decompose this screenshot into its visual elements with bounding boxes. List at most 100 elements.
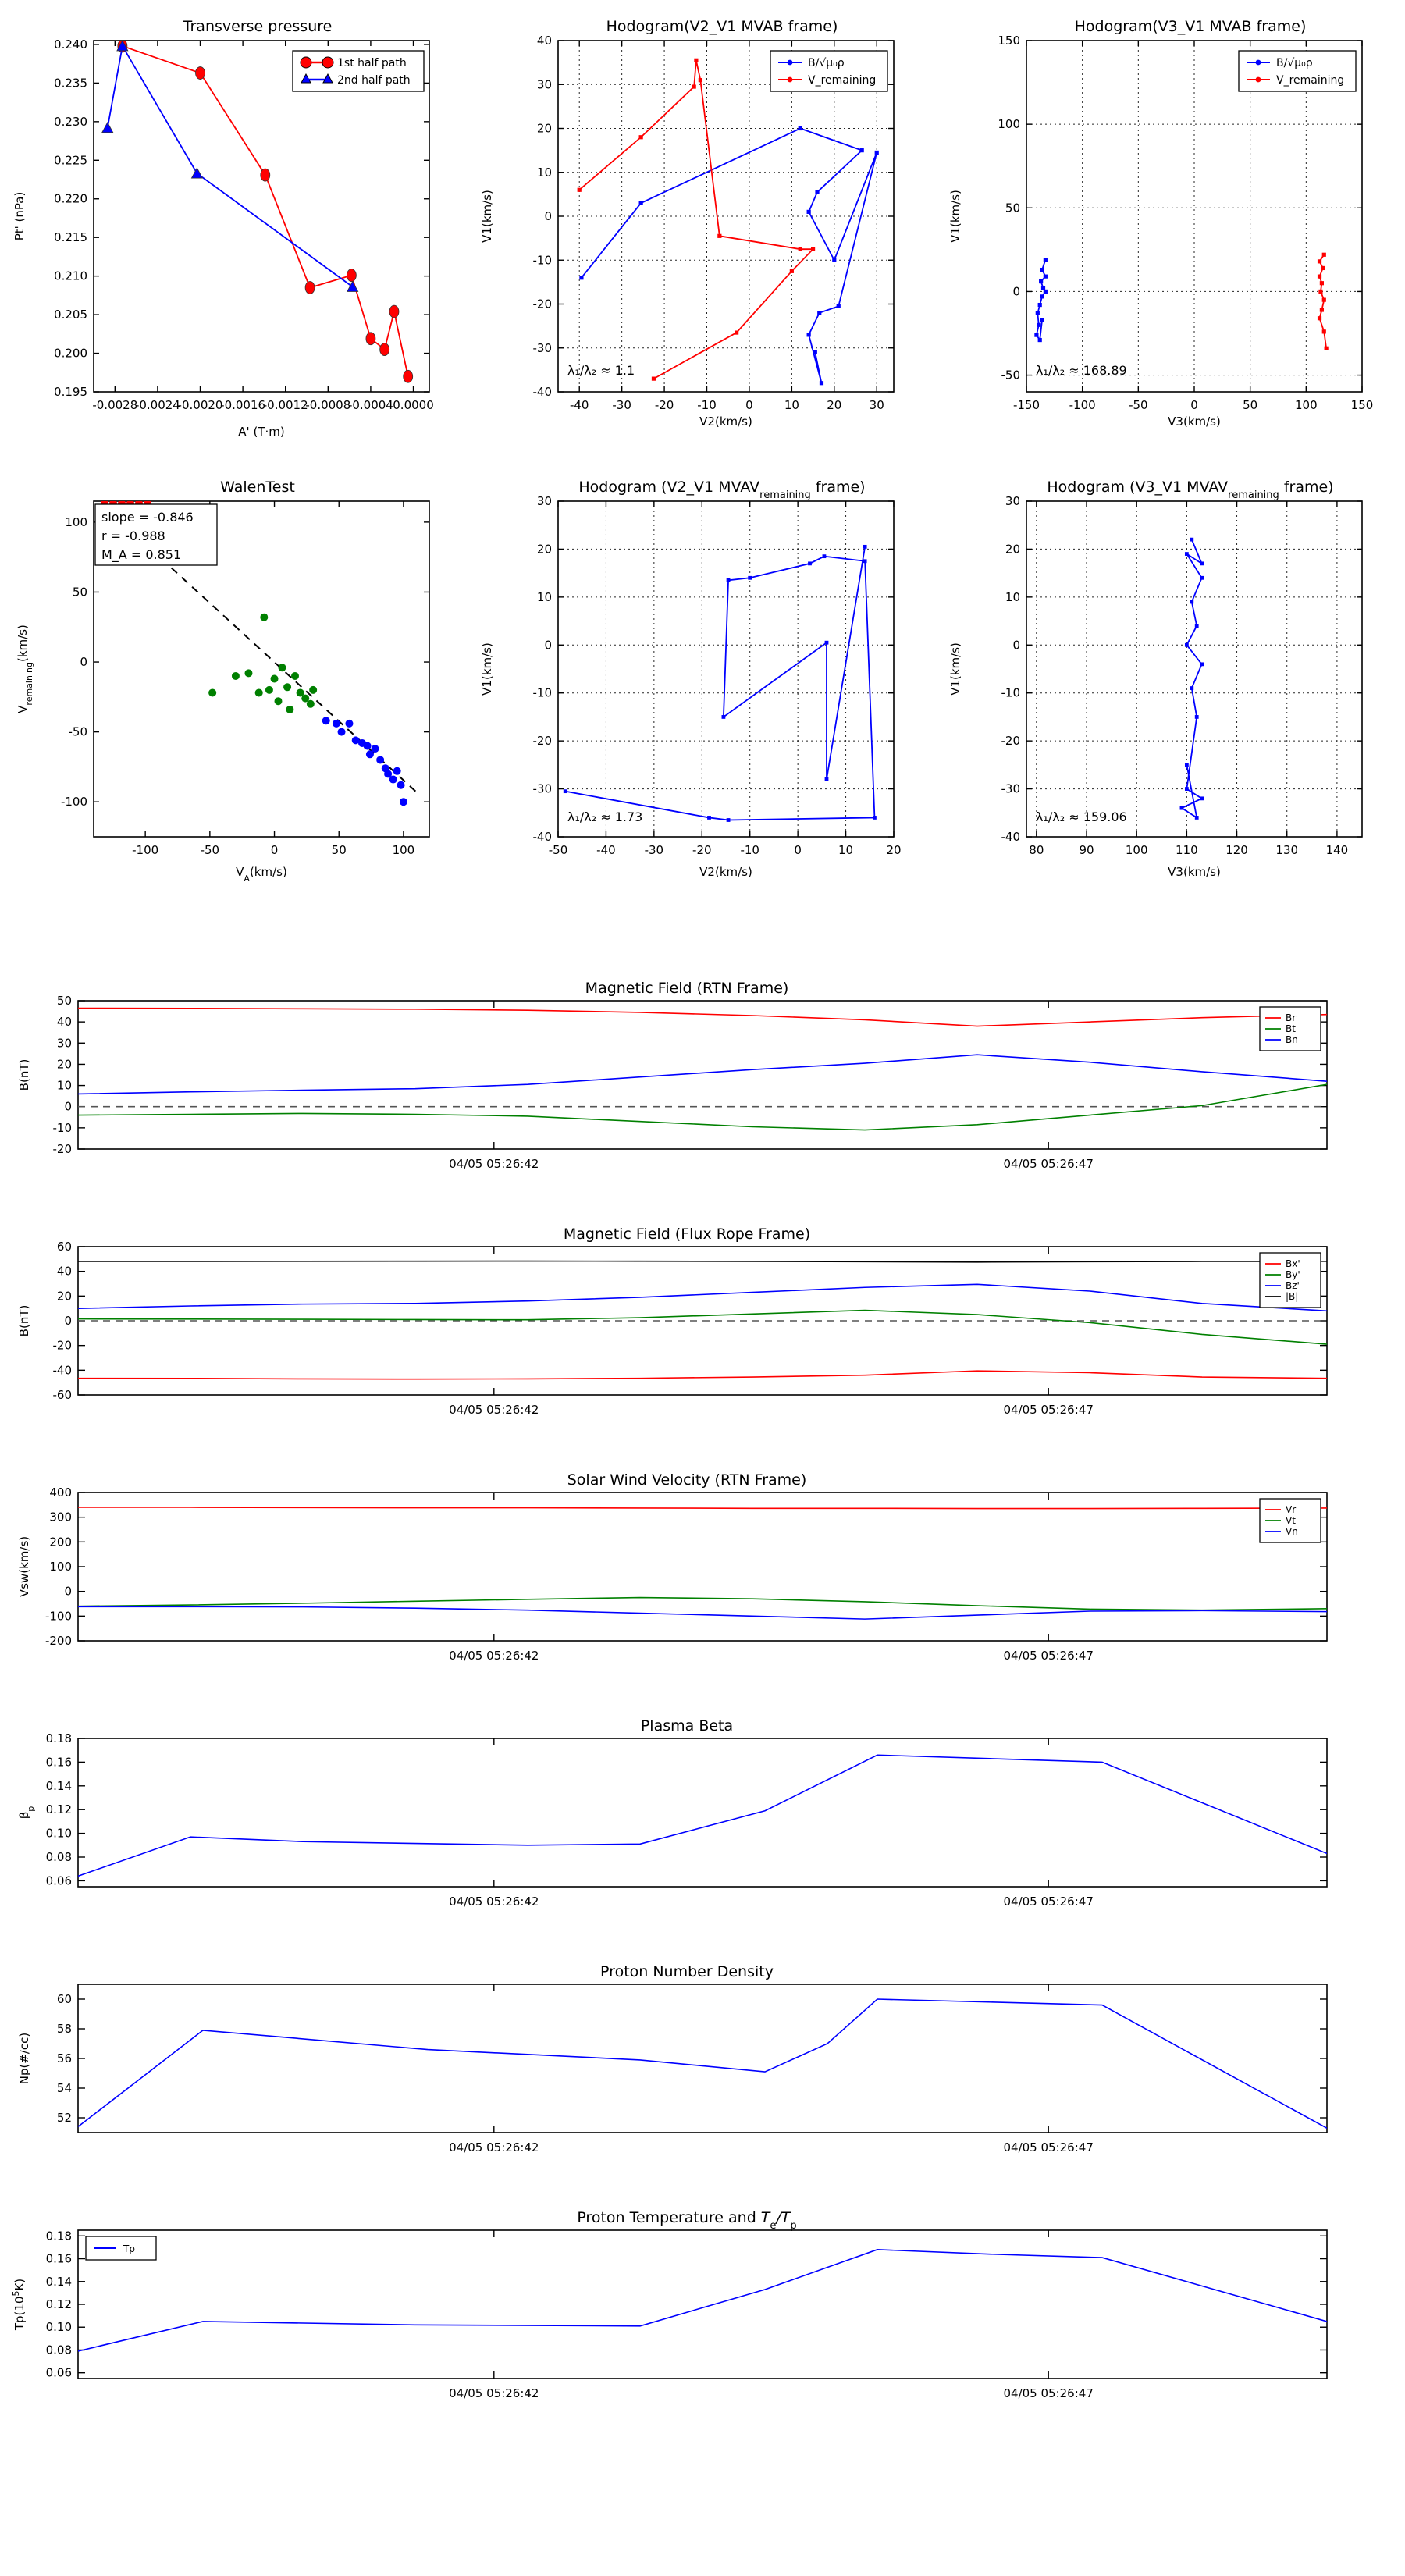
svg-text:0.200: 0.200 bbox=[54, 347, 87, 361]
svg-text:100: 100 bbox=[998, 117, 1020, 131]
svg-text:04/05 05:26:47: 04/05 05:26:47 bbox=[1004, 2386, 1094, 2400]
legend-label-0: 1st half path bbox=[337, 57, 407, 69]
svg-text:30: 30 bbox=[537, 77, 552, 91]
svg-text:100: 100 bbox=[65, 515, 87, 529]
svg-text:10: 10 bbox=[537, 165, 552, 180]
panel-solar-wind-velocity: Solar Wind Velocity (RTN Frame) -200 -100… bbox=[0, 1460, 1405, 1678]
svg-text:0: 0 bbox=[1012, 638, 1020, 652]
svg-text:20: 20 bbox=[57, 1057, 72, 1071]
gridlines bbox=[557, 500, 895, 838]
y-axis: -40 -30 -20 -10 0 10 20 30 bbox=[1001, 494, 1362, 844]
hodogram-v3v1-mvav-svg: Hodogram (V3_V1 MVAVremaining frame) -40… bbox=[948, 479, 1363, 879]
hodogram-v2v1-mvab-svg: Hodogram(V2_V1 MVAB frame) -40 -30 -20 -10 0… bbox=[480, 18, 895, 429]
svg-text:30: 30 bbox=[870, 398, 884, 412]
svg-text:0: 0 bbox=[64, 1314, 72, 1328]
svg-text:-40: -40 bbox=[596, 843, 616, 857]
legend: Tp bbox=[85, 2236, 157, 2261]
x-axis-label: V2(km/s) bbox=[699, 865, 752, 879]
svg-text:90: 90 bbox=[1079, 843, 1094, 857]
y-axis-label: Vremaining(km/s) bbox=[16, 624, 34, 713]
svg-text:0: 0 bbox=[80, 655, 87, 669]
x-axis-label: V3(km/s) bbox=[1168, 865, 1221, 879]
svg-text:-30: -30 bbox=[612, 398, 631, 412]
legend-label-1: 2nd half path bbox=[337, 74, 411, 87]
data-series bbox=[101, 41, 414, 383]
x-axis: -40 -30 -20 -10 0 10 20 30 bbox=[570, 41, 884, 412]
svg-text:100: 100 bbox=[1295, 398, 1318, 412]
data-series bbox=[78, 1260, 1327, 1380]
svg-text:54: 54 bbox=[57, 2081, 72, 2095]
svg-text:52: 52 bbox=[57, 2111, 72, 2125]
y-axis: -200 -100 0 100 200 300 400 bbox=[45, 1485, 1327, 1648]
svg-text:Vn: Vn bbox=[1286, 1526, 1298, 1537]
svg-text:-30: -30 bbox=[533, 782, 553, 796]
svg-text:0: 0 bbox=[64, 1585, 72, 1599]
y-axis: 0.06 0.08 0.10 0.12 0.14 0.16 0.18 bbox=[46, 2229, 1327, 2380]
data-series bbox=[78, 1007, 1327, 1131]
svg-text:400: 400 bbox=[49, 1485, 72, 1500]
svg-text:0.16: 0.16 bbox=[46, 2252, 72, 2266]
y-axis: 0.195 0.200 0.205 0.210 0.215 0.220 0.225 0.230… bbox=[54, 37, 429, 399]
svg-text:0.205: 0.205 bbox=[54, 308, 87, 322]
y-axis: -60 -40 -20 0 20 40 60 bbox=[53, 1240, 1327, 1402]
panel-title: Magnetic Field (RTN Frame) bbox=[585, 980, 789, 997]
svg-text:04/05 05:26:47: 04/05 05:26:47 bbox=[1004, 1649, 1094, 1663]
svg-text:-50: -50 bbox=[69, 725, 88, 739]
panel-title: Hodogram(V2_V1 MVAB frame) bbox=[606, 18, 838, 35]
svg-text:0.08: 0.08 bbox=[46, 1850, 72, 1864]
svg-text:-0.0004: -0.0004 bbox=[348, 398, 393, 412]
svg-text:-100: -100 bbox=[45, 1609, 72, 1623]
eigenvalue-ratio-annotation: λ₁/λ₂ ≈ 1.73 bbox=[567, 809, 642, 824]
svg-text:04/05 05:26:42: 04/05 05:26:42 bbox=[449, 2140, 539, 2154]
svg-text:-0.0020: -0.0020 bbox=[178, 398, 223, 412]
svg-text:0.235: 0.235 bbox=[54, 76, 87, 90]
svg-text:0.0000: 0.0000 bbox=[393, 398, 434, 412]
legend: B/√μ₀ρ V_remaining bbox=[1238, 50, 1357, 92]
panel-hodogram-v3-v1-mvav: Hodogram (V3_V1 MVAVremaining frame) -40… bbox=[933, 468, 1401, 890]
correlation-text: r = -0.988 bbox=[101, 528, 165, 543]
svg-text:-0.0016: -0.0016 bbox=[220, 398, 265, 412]
data-series bbox=[78, 2249, 1327, 2352]
svg-text:Br: Br bbox=[1286, 1012, 1296, 1023]
svg-text:0.06: 0.06 bbox=[46, 2366, 72, 2380]
svg-text:120: 120 bbox=[1225, 843, 1248, 857]
data-series bbox=[1034, 252, 1329, 350]
svg-text:-150: -150 bbox=[1013, 398, 1040, 412]
svg-text:10: 10 bbox=[57, 1079, 72, 1093]
svg-text:-20: -20 bbox=[53, 1339, 73, 1353]
vsw-svg: Solar Wind Velocity (RTN Frame) -200 -100… bbox=[17, 1471, 1328, 1663]
svg-text:-50: -50 bbox=[1001, 368, 1021, 382]
panel-plasma-beta: Plasma Beta 0.06 0.08 0.10 0.12 0.14 0.16 0.18… bbox=[0, 1706, 1405, 1924]
panel-hodogram-v2-v1-mvav: Hodogram (V2_V1 MVAVremaining frame) -40… bbox=[464, 468, 933, 890]
beta-svg: Plasma Beta 0.06 0.08 0.10 0.12 0.14 0.16 0.18… bbox=[17, 1717, 1328, 1909]
alfven-mach-text: M_A = 0.851 bbox=[101, 547, 181, 563]
svg-text:-20: -20 bbox=[533, 297, 553, 311]
svg-text:0: 0 bbox=[544, 638, 552, 652]
data-series bbox=[78, 1998, 1327, 2129]
x-axis-label: V3(km/s) bbox=[1168, 415, 1221, 429]
x-axis: 04/05 05:26:42 04/05 05:26:47 bbox=[449, 1984, 1094, 2154]
svg-text:-100: -100 bbox=[1069, 398, 1096, 412]
svg-text:-40: -40 bbox=[533, 830, 553, 844]
svg-text:-100: -100 bbox=[132, 843, 158, 857]
svg-text:50: 50 bbox=[1005, 201, 1020, 215]
svg-text:0: 0 bbox=[544, 209, 552, 223]
svg-text:100: 100 bbox=[49, 1560, 72, 1574]
x-axis: 04/05 05:26:42 04/05 05:26:47 bbox=[449, 1001, 1094, 1171]
data-series bbox=[1179, 537, 1204, 820]
svg-text:58: 58 bbox=[57, 2022, 72, 2036]
svg-text:30: 30 bbox=[537, 494, 552, 508]
svg-text:0.10: 0.10 bbox=[46, 2320, 72, 2334]
svg-text:-30: -30 bbox=[645, 843, 664, 857]
y-axis-label: B(nT) bbox=[17, 1059, 31, 1091]
x-axis-label: A' (T·m) bbox=[238, 425, 284, 439]
data-series bbox=[577, 58, 879, 386]
walen-test-svg: WalenTest -100 -50 0 50 100 -100 -50 0 50 100 sl… bbox=[16, 479, 430, 884]
svg-text:0.230: 0.230 bbox=[54, 115, 87, 129]
svg-text:20: 20 bbox=[886, 843, 901, 857]
svg-text:50: 50 bbox=[332, 843, 347, 857]
svg-text:04/05 05:26:42: 04/05 05:26:42 bbox=[449, 1403, 539, 1417]
svg-text:0.12: 0.12 bbox=[46, 1802, 72, 1816]
svg-text:10: 10 bbox=[784, 398, 799, 412]
svg-text:40: 40 bbox=[57, 1265, 72, 1279]
